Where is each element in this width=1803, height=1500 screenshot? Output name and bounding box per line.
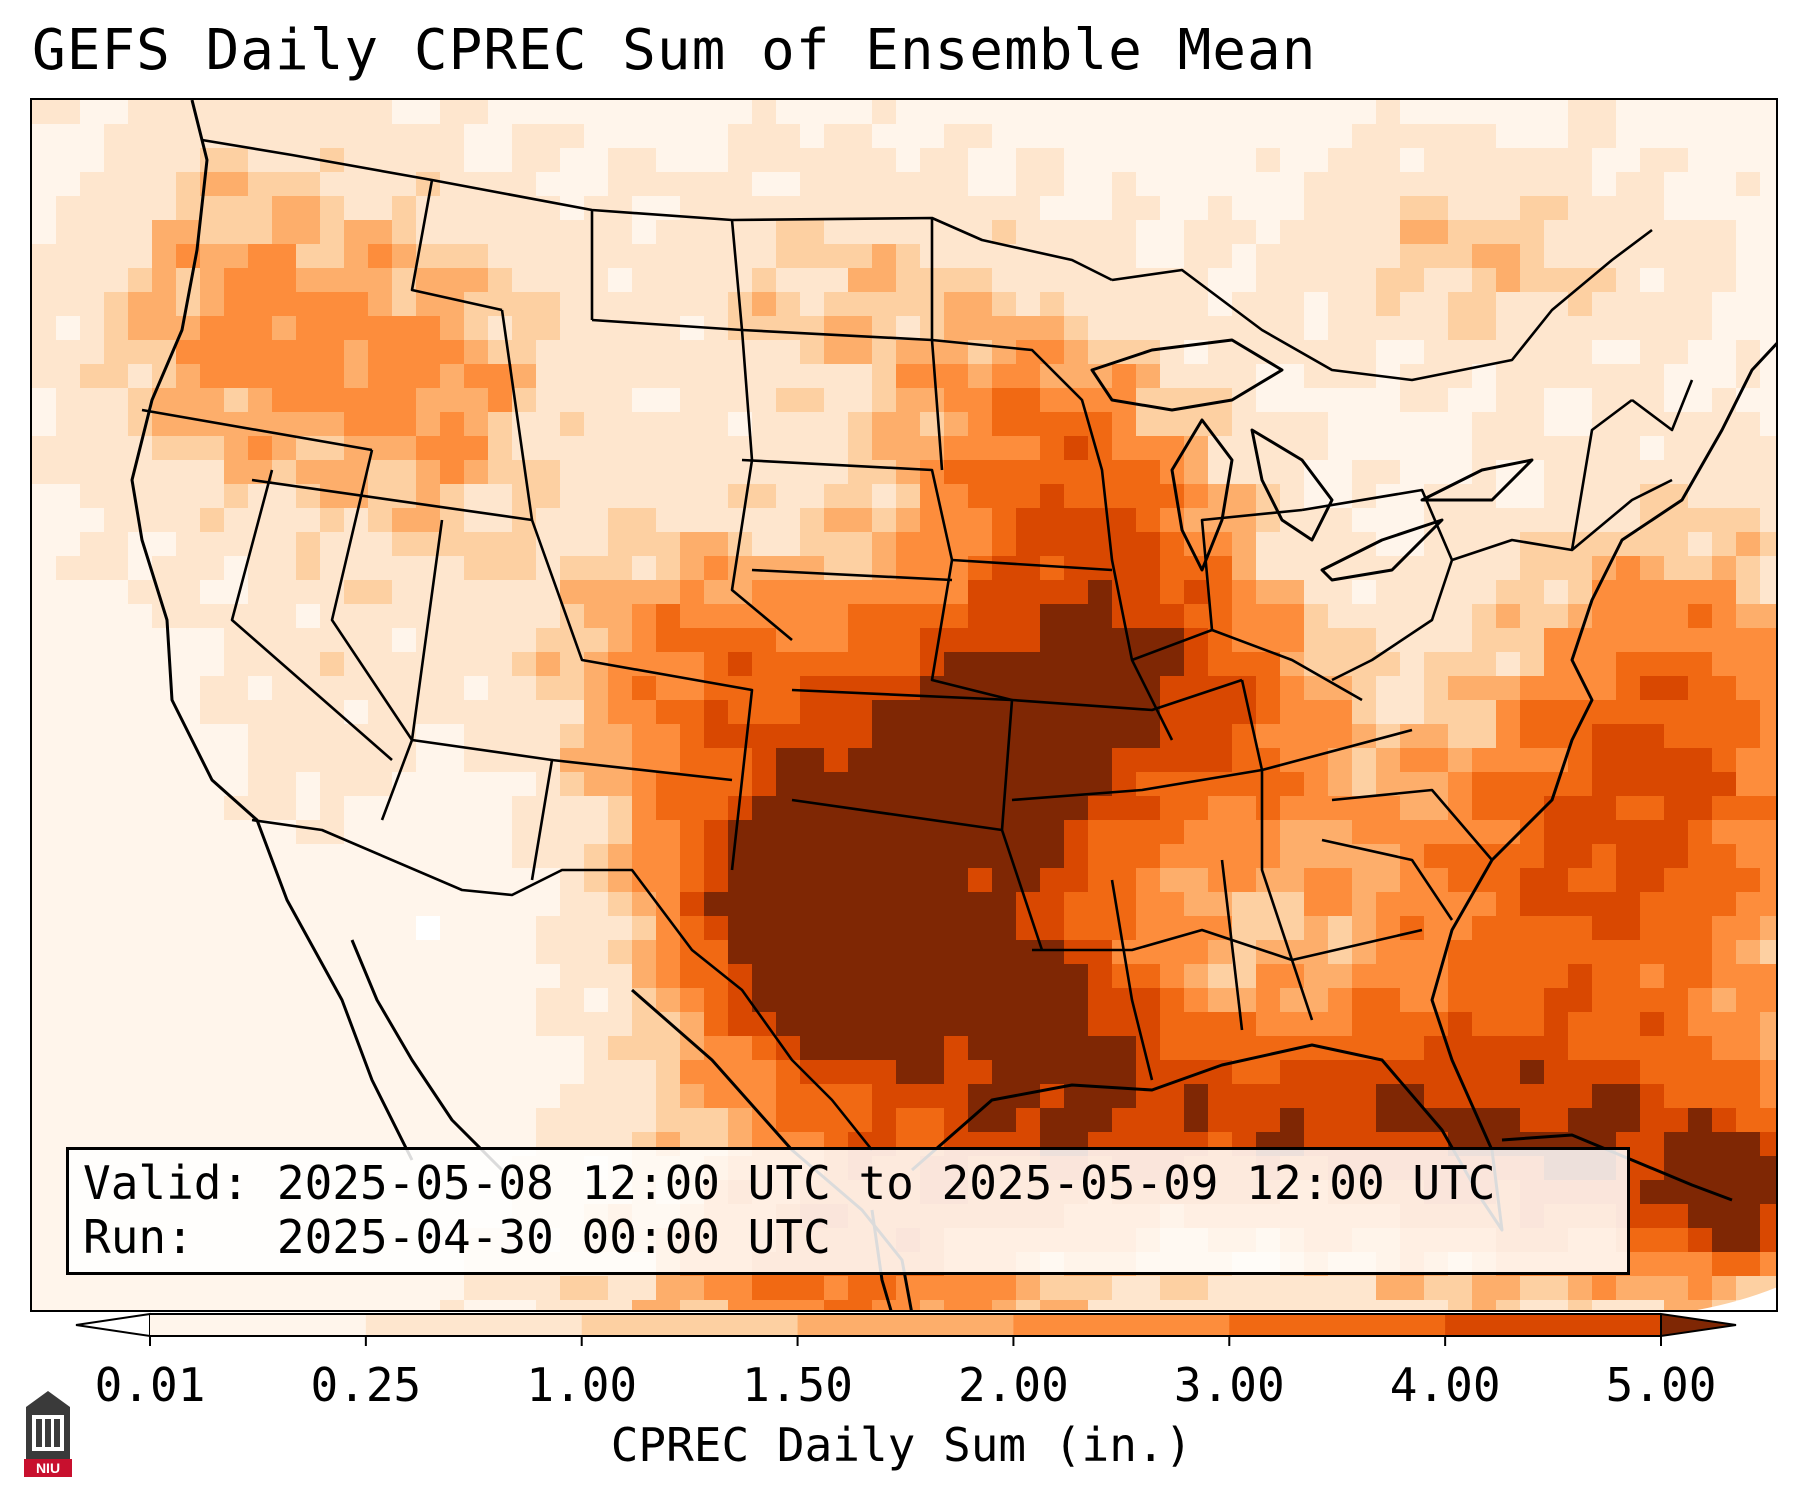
colorbar [75,1312,1737,1346]
valid-label: Valid: [83,1156,250,1210]
colorbar-under-arrow [75,1312,151,1338]
colorbar-tick-label: 2.00 [958,1358,1069,1412]
colorbar-segment [1229,1314,1446,1336]
colorbar-tick-label: 1.00 [526,1358,638,1412]
colorbar-tick-label: 0.01 [94,1358,206,1412]
colorbar-segment [581,1314,799,1336]
colorbar-segment [1445,1314,1662,1336]
colorbar-tick-label: 4.00 [1389,1358,1501,1412]
colorbar-segment [1013,1314,1230,1336]
map-title: GEFS Daily CPREC Sum of Ensemble Mean [32,18,1317,83]
colorbar-tick-label: 1.50 [742,1358,853,1412]
precipitation-map [30,98,1778,1312]
valid-time: 2025-05-08 12:00 UTC to 2025-05-09 12:00… [276,1156,1496,1210]
map-canvas [32,100,1776,1310]
colorbar-over-arrow [1660,1312,1737,1338]
svg-text:NIU: NIU [36,1460,60,1476]
state-borders [141,138,1694,1151]
colorbar-segment [150,1314,367,1336]
colorbar-segment [797,1314,1014,1336]
precip-field [32,100,1776,1310]
colorbar-segment [365,1314,583,1336]
valid-run-box: Valid: 2025-05-08 12:00 UTC to 2025-05-0… [66,1147,1630,1275]
niu-logo: NIU [24,1391,72,1477]
colorbar-tick-label: 3.00 [1173,1358,1285,1412]
run-time: 2025-04-30 00:00 UTC [276,1210,831,1264]
colorbar-label: CPREC Daily Sum (in.) [610,1418,1193,1472]
run-label: Run: [83,1210,194,1264]
colorbar-tick-label: 5.00 [1605,1358,1717,1412]
colorbar-tick-label: 0.25 [310,1358,422,1412]
